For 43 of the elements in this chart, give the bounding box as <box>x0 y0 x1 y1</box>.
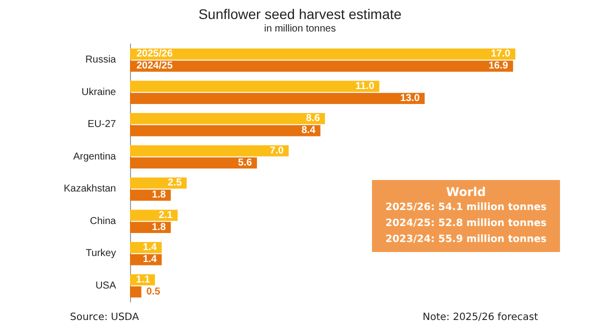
y-tick-label: Turkey <box>86 248 116 260</box>
data-label: 1.4 <box>142 254 158 266</box>
y-tick-label: Kazakhstan <box>64 184 116 195</box>
bar <box>130 286 142 298</box>
data-label: 5.6 <box>238 157 252 168</box>
chart-title: Sunflower seed harvest estimate <box>198 6 402 22</box>
series-label: 2025/26 <box>136 48 174 60</box>
bar <box>130 113 325 124</box>
data-label: 1.1 <box>136 274 150 286</box>
bar <box>130 80 380 92</box>
bar <box>130 60 514 72</box>
y-tick-label: Ukraine <box>82 86 116 98</box>
data-label: 8.4 <box>301 125 316 136</box>
data-label: 1.8 <box>152 190 166 201</box>
data-label: 0.5 <box>146 286 161 298</box>
source-note: Source: USDA <box>70 312 139 323</box>
y-tick-label: Argentina <box>73 151 116 162</box>
data-label: 7.0 <box>270 145 284 156</box>
annotation: 2025/26: 54.1 million tonnes <box>384 201 548 215</box>
chart-subtitle: in million tonnes <box>264 24 336 34</box>
annotation: World <box>445 184 487 200</box>
y-tick-label: Russia <box>85 54 116 66</box>
data-label: 1.4 <box>142 242 158 254</box>
text: Note: 2025/26 forecast <box>422 312 538 323</box>
annotation: 2023/24: 55.9 million tonnes <box>384 233 548 247</box>
data-label: 13.0 <box>400 92 420 104</box>
data-label: 16.9 <box>488 60 508 72</box>
data-label: 11.0 <box>355 80 375 92</box>
data-label: 2.1 <box>158 210 174 221</box>
bar <box>130 145 289 156</box>
data-label: 17.0 <box>490 48 511 60</box>
y-tick-label: China <box>90 216 116 227</box>
data-label: 2.5 <box>168 178 182 189</box>
bar <box>130 92 425 104</box>
y-tick-label: EU-27 <box>88 119 116 130</box>
data-label: 8.6 <box>306 113 320 124</box>
y-tick-label: USA <box>95 280 116 292</box>
bar <box>130 157 257 168</box>
bar <box>130 125 320 136</box>
annotation: 2024/25: 52.8 million tonnes <box>384 217 548 231</box>
series-label: 2024/25 <box>136 60 174 72</box>
bar <box>130 48 516 60</box>
data-label: 1.8 <box>152 222 166 233</box>
